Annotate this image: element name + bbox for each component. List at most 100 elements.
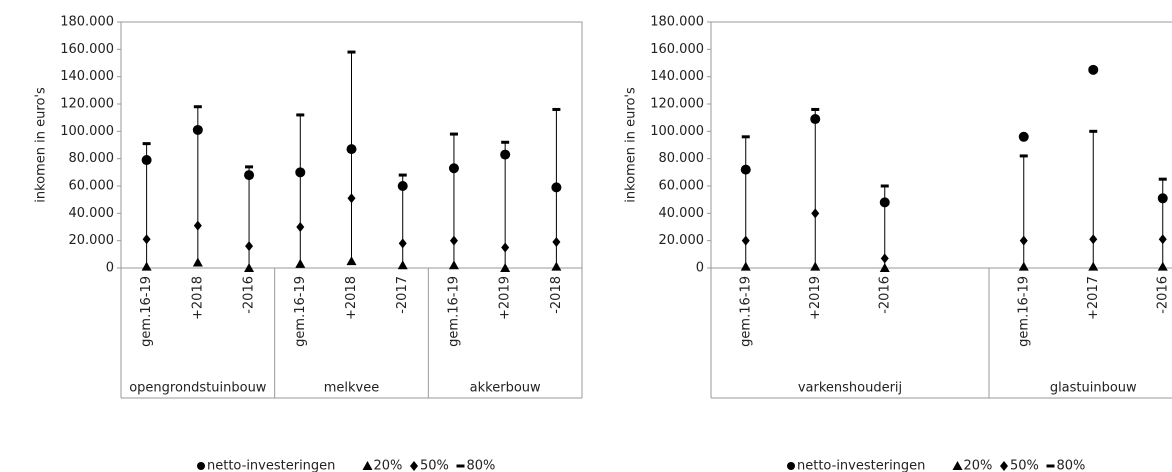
diamond	[1089, 234, 1098, 245]
triangle	[141, 261, 152, 271]
group-label: melkvee	[324, 381, 380, 396]
legend-marker	[1046, 464, 1055, 468]
legend-label: 20%	[374, 459, 403, 472]
x-tick-label: -2018	[549, 276, 564, 314]
x-tick-label: -2017	[395, 276, 410, 314]
diamond	[296, 222, 305, 232]
x-tick-label: +2018	[344, 276, 359, 320]
legend-marker	[362, 461, 373, 470]
x-tick-label: +2019	[808, 276, 823, 320]
dot	[879, 197, 890, 208]
y-tick-label: 160.000	[60, 42, 114, 57]
dash	[245, 165, 254, 169]
legend-marker	[1000, 461, 1008, 471]
dot	[551, 182, 562, 193]
legend-marker	[952, 461, 963, 470]
dot	[141, 155, 152, 166]
dash	[193, 105, 202, 109]
y-tick-label: 60.000	[69, 179, 115, 194]
x-tick-label: gem.16-19	[1016, 276, 1031, 347]
group-label: opengrondstuinbouw	[129, 381, 267, 396]
diamond	[142, 234, 151, 245]
group-label: glastuinbouw	[1050, 381, 1137, 396]
y-tick-label: 40.000	[659, 206, 705, 221]
y-tick-label: 140.000	[60, 69, 114, 84]
diamond	[1019, 235, 1028, 246]
group-label: varkenshouderij	[798, 381, 902, 396]
triangle	[500, 263, 511, 272]
x-tick-label: -2016	[242, 276, 257, 314]
group-label: akkerbouw	[470, 381, 541, 396]
dash	[398, 173, 407, 177]
x-tick-label: gem.16-19	[738, 276, 753, 347]
dash	[501, 140, 510, 144]
triangle	[244, 263, 255, 272]
diamond	[245, 241, 254, 252]
legend-label: 50%	[1010, 459, 1039, 472]
triangle	[192, 257, 203, 267]
y-tick-label: 60.000	[659, 179, 705, 194]
x-tick-label: -2016	[1155, 276, 1170, 314]
legend-label: 80%	[467, 459, 496, 472]
y-tick-label: 100.000	[60, 124, 114, 139]
dash	[1158, 177, 1167, 181]
x-tick-label: +2018	[190, 276, 205, 320]
dash	[449, 132, 458, 136]
triangle	[346, 256, 357, 266]
dot	[500, 149, 511, 160]
legend-label: 50%	[420, 459, 449, 472]
legend-marker	[197, 462, 205, 470]
diamond	[501, 242, 510, 253]
y-tick-label: 80.000	[69, 151, 115, 166]
triangle	[295, 258, 306, 268]
triangle	[740, 261, 751, 271]
legend-marker	[787, 462, 795, 470]
diamond	[1158, 234, 1167, 245]
legend-marker	[456, 464, 465, 468]
dot	[448, 163, 459, 174]
legend-marker	[410, 461, 418, 471]
triangle	[397, 260, 408, 270]
dot	[192, 124, 203, 135]
diamond	[398, 238, 407, 249]
triangle	[879, 263, 890, 272]
dash	[811, 107, 820, 111]
y-tick-label: 20.000	[659, 233, 705, 248]
diamond	[811, 208, 820, 219]
y-tick-label: 120.000	[60, 97, 114, 112]
triangle	[1018, 261, 1029, 271]
dot	[810, 114, 821, 125]
diamond	[880, 253, 889, 264]
dot	[740, 164, 751, 175]
y-tick-label: 120.000	[650, 97, 704, 112]
y-tick-label: 0	[106, 261, 114, 276]
y-tick-label: 80.000	[659, 151, 705, 166]
dash	[1089, 129, 1098, 133]
triangle	[810, 261, 821, 271]
triangle	[448, 260, 459, 270]
diamond	[347, 193, 356, 204]
dot	[346, 144, 357, 155]
dot	[244, 170, 255, 181]
y-axis-title: inkomen in euro's	[34, 87, 49, 203]
x-tick-label: +2019	[498, 276, 513, 320]
diamond	[193, 220, 202, 231]
dash	[142, 142, 151, 146]
diamond	[552, 237, 561, 248]
triangle	[551, 261, 562, 271]
plot-frame	[710, 21, 1172, 269]
diamond	[741, 235, 750, 246]
x-tick-label: gem.16-19	[446, 276, 461, 347]
legend-label: netto-investeringen	[797, 459, 925, 472]
legend-label: netto-investeringen	[207, 459, 335, 472]
x-tick-label: -2016	[877, 276, 892, 314]
dot	[295, 167, 306, 178]
dash	[347, 50, 356, 54]
triangle	[1157, 261, 1168, 271]
y-tick-label: 40.000	[69, 206, 115, 221]
dot	[397, 181, 408, 191]
dash	[1019, 154, 1028, 158]
y-tick-label: 20.000	[69, 233, 115, 248]
y-tick-label: 180.000	[60, 15, 114, 30]
